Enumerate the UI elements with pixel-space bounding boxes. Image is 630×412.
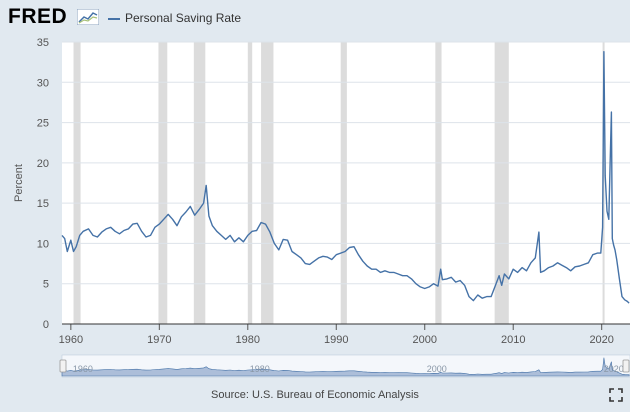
recession-band (158, 42, 168, 324)
line-graph-icon (77, 9, 99, 25)
recession-band (435, 42, 442, 324)
navigator-series (61, 357, 630, 377)
navigator-label: 1960 (73, 364, 93, 374)
navigator-handle-right[interactable] (622, 359, 630, 373)
navigator-handle-left[interactable] (59, 359, 67, 373)
recession-band (73, 42, 81, 324)
y-tick-label: 30 (37, 77, 49, 89)
x-tick-label: 2010 (501, 334, 525, 346)
navigator[interactable]: 1960 1980 2000 2020 (59, 354, 630, 378)
y-tick-label: 10 (37, 238, 49, 250)
navigator-label: 2020 (604, 364, 624, 374)
recession-band (340, 42, 347, 324)
fred-logo: FRED (8, 5, 68, 28)
navigator-label: 2000 (427, 364, 447, 374)
legend-label: Personal Saving Rate (125, 11, 242, 25)
series-line-personal-saving-rate[interactable] (61, 51, 630, 304)
source-note: Source: U.S. Bureau of Economic Analysis (211, 389, 419, 401)
x-tick-label: 1990 (324, 334, 348, 346)
navigator-labels: 1960 1980 2000 2020 (73, 364, 624, 374)
recession-band (494, 42, 509, 324)
navigator-label: 1980 (250, 364, 270, 374)
x-tick-label: 2020 (589, 334, 613, 346)
y-tick-label: 25 (37, 118, 49, 130)
legend-swatch (108, 18, 120, 20)
x-tick-label: 2000 (412, 334, 436, 346)
y-tick-label: 35 (37, 37, 49, 49)
recession-band (261, 42, 274, 324)
chart-header: FRED Personal Saving Rate (0, 0, 630, 36)
x-axis-ticks: 1960 1970 1980 1990 2000 2010 2020 (59, 324, 614, 346)
y-axis-ticks: 0 5 10 15 20 25 30 35 (37, 37, 49, 331)
y-tick-label: 0 (43, 319, 49, 331)
y-tick-label: 15 (37, 198, 49, 210)
recession-shading (73, 42, 605, 324)
x-tick-label: 1970 (147, 334, 171, 346)
y-axis-title: Percent (13, 164, 25, 202)
x-tick-label: 1980 (236, 334, 260, 346)
y-tick-label: 20 (37, 158, 49, 170)
grid-lines (62, 41, 630, 285)
fullscreen-icon[interactable] (609, 388, 623, 402)
x-tick-label: 1960 (59, 334, 83, 346)
recession-band (193, 42, 206, 324)
recession-band (247, 42, 253, 324)
y-tick-label: 5 (43, 279, 49, 291)
